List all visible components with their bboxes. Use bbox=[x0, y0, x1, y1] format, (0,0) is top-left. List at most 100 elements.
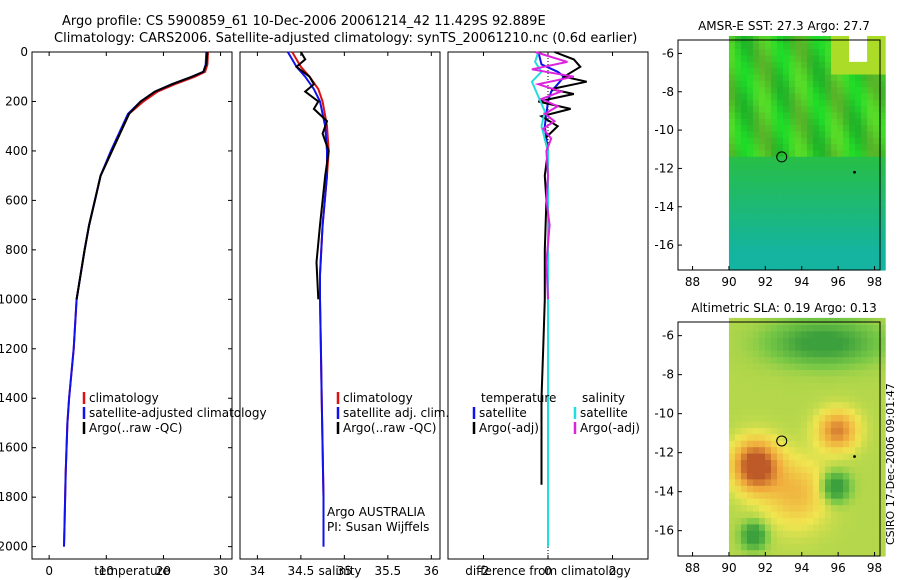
sla-map-cell bbox=[813, 407, 820, 416]
sla-map-cell bbox=[770, 440, 778, 448]
sla-map-cell bbox=[861, 498, 868, 506]
sla-map-cell bbox=[795, 459, 802, 467]
sla-map-cell bbox=[795, 330, 802, 338]
sst-map-cell bbox=[861, 137, 868, 145]
sst-map-cell bbox=[789, 156, 796, 164]
sst-map-cell bbox=[837, 238, 844, 246]
sla-map-cell bbox=[807, 420, 814, 428]
sst-map-cell bbox=[837, 80, 844, 88]
sla-map-cell bbox=[843, 407, 850, 416]
sst-map-cell bbox=[873, 73, 880, 81]
sla-map-cell bbox=[789, 510, 796, 518]
sla-map-cell bbox=[734, 337, 742, 345]
sla-map-cell bbox=[843, 395, 850, 403]
sst-map-cell bbox=[849, 156, 856, 164]
annotation-pi: PI: Susan Wijffels bbox=[327, 520, 429, 534]
sst-map-cell bbox=[764, 73, 772, 81]
sla-map-cell bbox=[740, 350, 748, 358]
sla-map-cell bbox=[855, 549, 862, 557]
sst-map-cell bbox=[849, 130, 856, 138]
sla-map-cell bbox=[728, 330, 736, 338]
sla-map-cell bbox=[879, 317, 886, 325]
sla-map-cell bbox=[734, 440, 742, 448]
sst-map-cell bbox=[783, 232, 790, 239]
sla-map-cell bbox=[801, 388, 808, 396]
sla-map-cell bbox=[873, 523, 880, 531]
sla-map-cell bbox=[867, 440, 874, 448]
sla-map-cell bbox=[867, 504, 874, 512]
sst-map-cell bbox=[879, 124, 886, 132]
sla-map-cell bbox=[837, 317, 844, 325]
sla-map-cell bbox=[752, 523, 760, 531]
sla-map-cell bbox=[837, 420, 844, 428]
sla-map-cell bbox=[849, 510, 856, 518]
sst-map-cell bbox=[789, 48, 796, 56]
sla-map-cell bbox=[867, 420, 874, 428]
sla-map-cell bbox=[770, 427, 778, 435]
sst-map-cell bbox=[861, 162, 868, 170]
sla-map-cell bbox=[783, 382, 790, 390]
sst-map-cell bbox=[764, 168, 772, 176]
sst-map-cell bbox=[770, 111, 778, 119]
salinity-xtick-label: 35 bbox=[337, 564, 352, 578]
sla-map-cell bbox=[825, 465, 832, 473]
sla-map-cell bbox=[873, 356, 880, 364]
sst-map-cell bbox=[879, 137, 886, 145]
sst-map-cell bbox=[831, 175, 838, 183]
temperature-ytick-label: 1600 bbox=[0, 441, 28, 455]
sla-map-cell bbox=[770, 337, 778, 345]
sla-map-cell bbox=[843, 414, 850, 422]
sla-map-cell bbox=[740, 317, 748, 325]
sla-map-cell bbox=[764, 369, 772, 377]
sst-map-ytick-label: -16 bbox=[654, 238, 674, 252]
sla-map-cell bbox=[825, 504, 832, 512]
sst-map-cell bbox=[764, 92, 772, 100]
sla-map-cell bbox=[879, 324, 886, 332]
sst-map-cell bbox=[795, 168, 802, 176]
sla-map-cell bbox=[831, 343, 838, 351]
sst-map-ytick-label: -6 bbox=[662, 46, 674, 60]
sla-map-cell bbox=[831, 369, 838, 377]
sla-map-cell bbox=[831, 356, 838, 364]
sla-map-cell bbox=[758, 350, 766, 358]
sst-map-cell bbox=[740, 168, 748, 176]
sst-map-cell bbox=[831, 187, 838, 195]
sst-map-cell bbox=[837, 206, 844, 214]
sst-map-cell bbox=[758, 194, 766, 202]
sla-map-cell bbox=[728, 446, 736, 454]
sst-map-cell bbox=[783, 86, 790, 94]
sla-map-cell bbox=[861, 543, 868, 551]
sla-map-cell bbox=[752, 420, 760, 428]
sla-map-cell bbox=[831, 362, 838, 370]
sst-map-cell bbox=[770, 35, 778, 43]
sst-map-cell bbox=[740, 251, 748, 258]
sla-map-cell bbox=[734, 504, 742, 512]
difference-series-salinity-argo-adj- bbox=[531, 51, 575, 300]
sst-map-cell bbox=[825, 175, 832, 183]
sst-map-cell bbox=[879, 194, 886, 202]
sst-map-cell bbox=[813, 251, 820, 258]
sla-map-cell bbox=[795, 543, 802, 551]
sla-map-cell bbox=[831, 382, 838, 390]
sst-map-cell bbox=[746, 238, 754, 246]
sla-map-cell bbox=[734, 350, 742, 358]
sla-map-cell bbox=[849, 350, 856, 358]
sla-map-cell bbox=[819, 536, 826, 544]
sst-map-cell bbox=[801, 156, 808, 164]
sla-map-cell bbox=[861, 459, 868, 467]
sst-map-cell bbox=[783, 206, 790, 214]
sla-map-cell bbox=[734, 536, 742, 544]
sst-map-cell bbox=[807, 194, 814, 202]
sst-map-cell bbox=[819, 92, 826, 100]
sla-map-cell bbox=[825, 362, 832, 370]
sla-map-cell bbox=[813, 446, 820, 454]
sst-map-cell bbox=[843, 118, 850, 126]
sla-map-cell bbox=[873, 407, 880, 416]
sst-map-cell bbox=[728, 137, 736, 145]
sst-map-cell bbox=[849, 80, 856, 88]
sla-map-cell bbox=[734, 453, 742, 461]
sla-map-cell bbox=[855, 453, 862, 461]
sla-map-cell bbox=[758, 414, 766, 422]
sst-map-cell bbox=[752, 219, 760, 227]
sst-map-cell bbox=[758, 168, 766, 176]
